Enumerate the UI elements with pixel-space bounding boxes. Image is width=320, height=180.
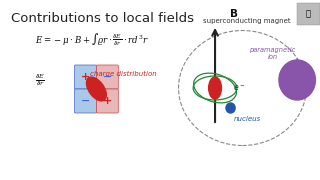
Text: nucleus: nucleus	[234, 116, 261, 122]
Ellipse shape	[209, 77, 221, 99]
FancyBboxPatch shape	[75, 65, 96, 89]
Text: 👤: 👤	[306, 10, 311, 19]
Text: +: +	[103, 96, 112, 106]
FancyBboxPatch shape	[96, 89, 118, 113]
Ellipse shape	[86, 77, 106, 101]
FancyBboxPatch shape	[75, 89, 96, 113]
Bar	[297, 3, 320, 25]
Text: −: −	[81, 96, 90, 106]
Text: superconducting magnet: superconducting magnet	[203, 18, 291, 24]
Text: $\mathbf{B}$: $\mathbf{B}$	[229, 7, 238, 19]
Circle shape	[226, 103, 235, 113]
Text: −: −	[103, 72, 112, 82]
Text: $E = -\mu \cdot B + \int \varrho r \cdot \frac{\partial E}{\partial r} \cdot r d: $E = -\mu \cdot B + \int \varrho r \cdot…	[35, 32, 149, 48]
Text: $e^-$: $e^-$	[233, 83, 245, 93]
Text: $\frac{\partial E}{\partial r}$: $\frac{\partial E}{\partial r}$	[35, 72, 45, 88]
Text: charge distribution: charge distribution	[90, 71, 157, 77]
Text: +: +	[81, 72, 90, 82]
FancyBboxPatch shape	[96, 65, 118, 89]
Text: Contributions to local fields: Contributions to local fields	[11, 12, 194, 25]
Text: paramagnetic
ion: paramagnetic ion	[249, 47, 296, 60]
Circle shape	[279, 60, 316, 100]
